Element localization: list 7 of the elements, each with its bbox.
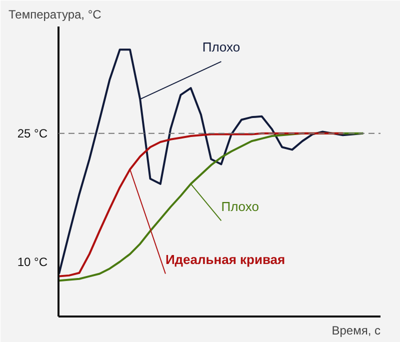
y-tick-label: 10 °C — [17, 254, 48, 269]
y-axis-title: Температура, °C — [8, 8, 102, 22]
text: Плохо — [221, 198, 259, 214]
y-tick-label: 25 °C — [17, 126, 48, 140]
x-axis-title: Время, с — [332, 324, 381, 338]
text: Плохо — [202, 40, 240, 55]
text: Идеальная кривая — [165, 252, 286, 267]
